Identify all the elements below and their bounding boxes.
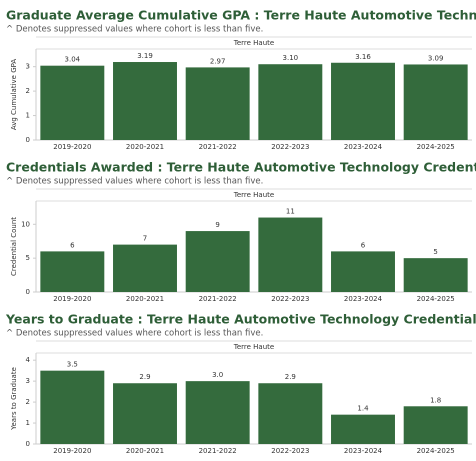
y-tick-label: 2 (26, 87, 30, 95)
bar (40, 370, 105, 444)
bar (40, 251, 105, 292)
value-label: 6 (361, 241, 366, 249)
x-tick-label: 2021-2022 (199, 143, 237, 151)
y-tick-label: 5 (26, 254, 30, 262)
chart-subtitle: ^ Denotes suppressed values where cohort… (6, 177, 263, 187)
value-label: 3.19 (137, 52, 153, 60)
x-tick-label: 2023-2024 (344, 295, 383, 303)
value-label: 3.0 (212, 371, 223, 379)
value-label: 3.16 (355, 53, 371, 61)
bar (113, 244, 177, 292)
value-label: 3.10 (283, 54, 299, 62)
bar (113, 383, 177, 444)
bar (331, 414, 395, 444)
value-label: 5 (433, 248, 437, 256)
y-tick-label: 2 (26, 398, 30, 406)
y-tick-label: 0 (26, 440, 30, 448)
x-tick-label: 2024-2025 (417, 295, 455, 303)
value-label: 1.4 (357, 405, 369, 413)
value-label: 3.04 (65, 56, 81, 64)
bar (113, 62, 177, 141)
chart-title: Years to Graduate : Terre Haute Automoti… (5, 312, 476, 327)
bar (258, 64, 323, 140)
chart-subtitle: ^ Denotes suppressed values where cohort… (6, 25, 263, 35)
y-tick-label: 1 (26, 112, 30, 120)
y-tick-label: 3 (26, 63, 30, 71)
chart-title: Credentials Awarded : Terre Haute Automo… (6, 160, 476, 175)
chart-title: Graduate Average Cumulative GPA : Terre … (6, 8, 476, 23)
y-tick-label: 10 (21, 220, 30, 228)
value-label: 2.9 (139, 373, 150, 381)
x-tick-label: 2023-2024 (344, 143, 383, 151)
value-label: 6 (70, 241, 75, 249)
chart-subtitle: ^ Denotes suppressed values where cohort… (6, 329, 263, 339)
facet-label: Terre Haute (233, 39, 274, 47)
x-tick-label: 2024-2025 (417, 143, 455, 151)
value-label: 1.8 (430, 396, 441, 404)
value-label: 3.09 (428, 54, 444, 62)
bar (40, 65, 105, 140)
value-label: 2.97 (210, 57, 226, 65)
x-tick-label: 2019-2020 (53, 295, 91, 303)
x-tick-label: 2022-2023 (271, 295, 309, 303)
bar (258, 217, 323, 292)
value-label: 2.9 (285, 373, 296, 381)
bar (403, 406, 468, 444)
x-tick-label: 2022-2023 (271, 143, 309, 151)
x-tick-label: 2021-2022 (199, 295, 237, 303)
bar (403, 64, 468, 140)
bar (258, 383, 323, 444)
y-axis-label: Credential Count (10, 217, 18, 276)
facet-label: Terre Haute (233, 343, 274, 351)
facet-label: Terre Haute (233, 191, 274, 199)
bar (185, 231, 250, 292)
value-label: 11 (286, 208, 295, 216)
y-axis-label: Avg Cumulative GPA (10, 59, 18, 131)
x-tick-label: 2021-2022 (199, 447, 237, 455)
value-label: 3.5 (67, 361, 78, 369)
y-tick-label: 3 (26, 377, 30, 385)
y-tick-label: 0 (26, 136, 30, 144)
bar (185, 381, 250, 444)
bar (185, 67, 250, 140)
y-tick-label: 1 (26, 419, 30, 427)
value-label: 9 (215, 221, 219, 229)
x-tick-label: 2020-2021 (126, 447, 164, 455)
x-tick-label: 2019-2020 (53, 143, 91, 151)
x-tick-label: 2020-2021 (126, 143, 164, 151)
value-label: 7 (143, 235, 147, 243)
x-tick-label: 2023-2024 (344, 447, 383, 455)
y-tick-label: 4 (26, 356, 31, 364)
bar (403, 258, 468, 292)
y-axis-label: Years to Graduate (10, 367, 18, 431)
y-tick-label: 0 (26, 288, 30, 296)
x-tick-label: 2024-2025 (417, 447, 455, 455)
x-tick-label: 2020-2021 (126, 295, 164, 303)
bar (331, 62, 395, 140)
x-tick-label: 2022-2023 (271, 447, 309, 455)
x-tick-label: 2019-2020 (53, 447, 91, 455)
bar (331, 251, 395, 292)
